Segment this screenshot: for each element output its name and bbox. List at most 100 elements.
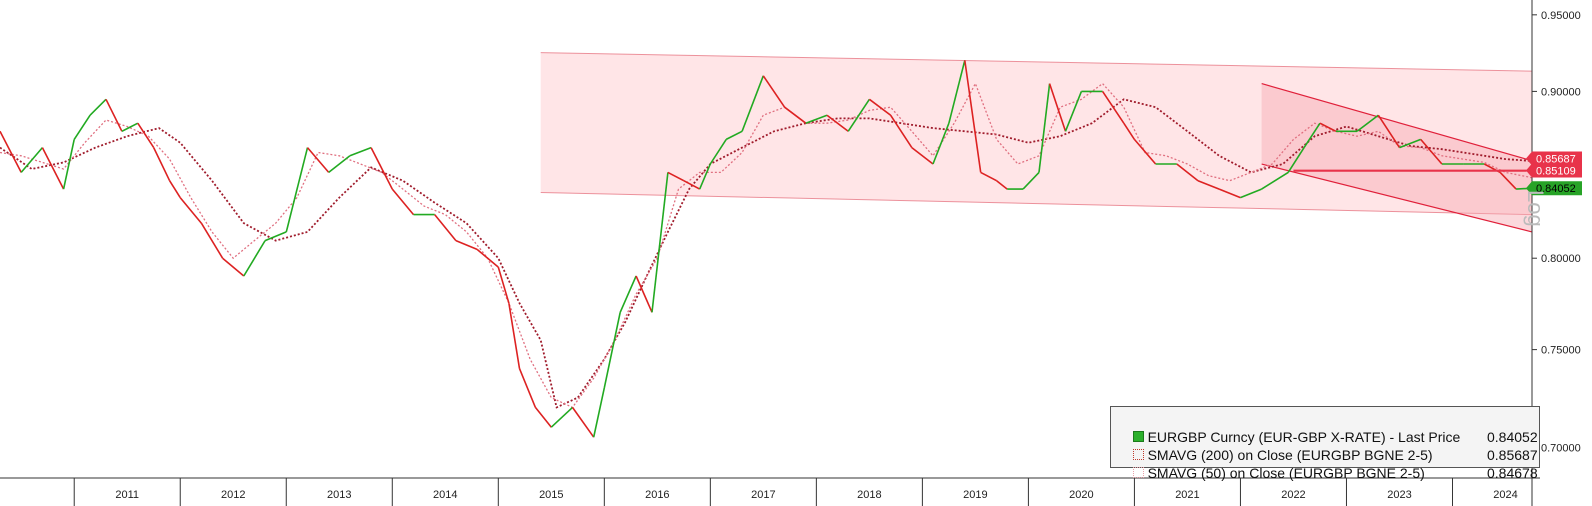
price-segment (741, 75, 765, 132)
y-ticks: 0.700000.750000.800000.850000.900000.950… (1532, 10, 1581, 454)
price-segment (222, 257, 245, 277)
price-badge-label: 0.84052 (1536, 183, 1576, 195)
price-segment (571, 406, 595, 438)
price-segment (1399, 138, 1421, 149)
price-segment (996, 180, 1008, 190)
legend-value: 0.84678 (1487, 465, 1538, 481)
price-segment (41, 147, 65, 190)
price-segment (762, 75, 786, 108)
price-segment (1064, 91, 1083, 132)
price-badge (1526, 151, 1582, 166)
price-segment (391, 188, 415, 216)
legend: EURGBP Curncy (EUR-GBP X-RATE) - Last Pr… (1110, 406, 1540, 481)
price-segment (784, 106, 807, 124)
x-tick-label: 2013 (327, 489, 351, 501)
x-ticks: 2011 2012 2013 2014 2015 2016 2017 2018 2019 2020… (73, 478, 1518, 506)
y-tick-label: 0.95000 (1541, 10, 1581, 22)
price-segment (62, 139, 75, 190)
price-segment (725, 130, 743, 141)
legend-label: SMAVG (50) on Close (EURGBP BGNE 2-5) (1147, 465, 1425, 481)
trend-channel-upper (540, 52, 1533, 72)
price-badge (1526, 163, 1582, 178)
price-segment (1499, 171, 1517, 190)
price-segment (137, 122, 155, 149)
wedge-layer (1261, 82, 1533, 233)
price-segment (651, 172, 669, 313)
price-badge (1526, 181, 1582, 196)
sma50-line (0, 82, 1533, 409)
price-segment (805, 114, 828, 124)
price-segment (89, 98, 107, 116)
price-segment (1420, 138, 1443, 165)
price-segment (980, 171, 997, 182)
price-segment (619, 275, 637, 313)
price-layer (0, 60, 1533, 438)
price-segment (285, 147, 309, 233)
price-segment (508, 303, 521, 369)
price-segment (518, 368, 537, 408)
price-segment (1133, 138, 1157, 165)
price-segment (911, 146, 934, 165)
price-segment (476, 248, 499, 268)
legend-item-sma50: SMAVG (50) on Close (EURGBP BGNE 2-5) 0.8… (1117, 446, 1538, 481)
x-tick-label: 2024 (1493, 489, 1517, 501)
price-segment (0, 130, 22, 173)
x-tick-label: 2021 (1175, 489, 1199, 501)
falling-wedge-fill (1261, 83, 1532, 232)
y-tick-label: 0.90000 (1541, 86, 1581, 98)
price-segment (603, 312, 621, 389)
price-segment (635, 275, 653, 313)
price-segment (868, 98, 892, 116)
x-tick-label: 2018 (857, 489, 881, 501)
price-segment (105, 98, 123, 132)
price-segment (1123, 122, 1136, 140)
price-segment (264, 231, 287, 242)
price-segment (200, 222, 224, 259)
price-segment (179, 197, 203, 224)
price-segment (497, 266, 510, 304)
price-segment (434, 214, 457, 242)
price-segment (667, 171, 685, 182)
falling-wedge-lower (1261, 163, 1533, 233)
price-segment (20, 147, 44, 173)
x-tick-label: 2019 (963, 489, 987, 501)
price-segment (592, 387, 606, 438)
y-tick-label: 0.80000 (1541, 253, 1581, 265)
y-tick-label: 0.70000 (1541, 442, 1581, 454)
price-segment (1176, 163, 1199, 182)
x-tick-label: 2017 (751, 489, 775, 501)
price-segment (1377, 114, 1401, 149)
x-tick-label: 2023 (1387, 489, 1411, 501)
legend-swatch-icon (1132, 449, 1144, 460)
legend-value: 0.84052 (1487, 429, 1538, 445)
price-segment (698, 163, 712, 190)
price-segment (243, 240, 266, 277)
x-tick-label: 2016 (645, 489, 669, 501)
legend-swatch-icon (1132, 431, 1144, 442)
price-segment (1038, 83, 1051, 173)
legend-item-sma200: SMAVG (200) on Close (EURGBP BGNE 2-5) 0.… (1117, 428, 1538, 463)
price-segment (306, 147, 330, 173)
price-segment (152, 147, 171, 182)
price-segment (328, 155, 351, 174)
price-segment (455, 239, 478, 251)
price-segment (1261, 171, 1289, 190)
x-tick-label: 2012 (221, 489, 245, 501)
price-badge-label: 0.85109 (1536, 166, 1576, 178)
falling-wedge-upper (1261, 82, 1533, 162)
price-segment (964, 60, 982, 173)
price-segment (826, 114, 849, 132)
price-badge-label: 0.85687 (1536, 154, 1576, 166)
price-segment (121, 122, 139, 133)
price-segment (1287, 147, 1305, 173)
x-tick-label: 2011 (115, 489, 139, 501)
price-segment (683, 179, 701, 190)
x-tick-label: 2022 (1281, 489, 1305, 501)
price-segment (1240, 188, 1262, 199)
legend-item-last-price: EURGBP Curncy (EUR-GBP X-RATE) - Last Pr… (1117, 410, 1538, 445)
price-segment (948, 60, 966, 124)
legend-value: 0.85687 (1487, 447, 1538, 463)
price-segment (1319, 122, 1337, 133)
